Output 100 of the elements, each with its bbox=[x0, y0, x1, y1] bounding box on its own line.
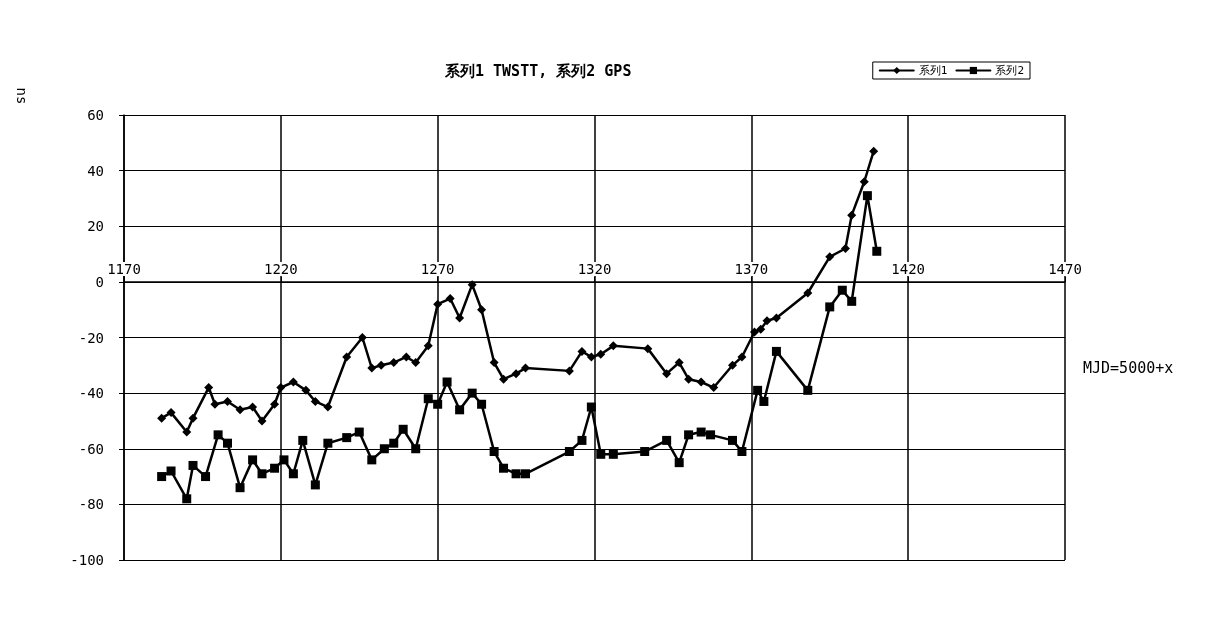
y-tick-label: -40 bbox=[78, 385, 104, 402]
point bbox=[445, 294, 455, 304]
point bbox=[270, 399, 280, 409]
point bbox=[223, 396, 233, 406]
y-tick-label: -60 bbox=[78, 440, 104, 457]
point bbox=[862, 191, 872, 201]
point bbox=[367, 363, 377, 373]
point bbox=[323, 402, 333, 412]
point bbox=[257, 469, 267, 479]
point bbox=[379, 444, 389, 454]
point bbox=[759, 396, 769, 406]
point bbox=[323, 438, 333, 448]
x-tick-label: 1420 bbox=[891, 260, 926, 277]
point bbox=[201, 472, 211, 482]
point bbox=[213, 430, 223, 440]
point bbox=[771, 346, 781, 356]
point bbox=[398, 424, 408, 434]
point bbox=[157, 472, 167, 482]
point bbox=[489, 447, 499, 457]
y-tick-label: 0 bbox=[95, 273, 104, 290]
point bbox=[389, 358, 399, 368]
point bbox=[210, 399, 220, 409]
y-tick-label: -20 bbox=[78, 329, 104, 346]
point bbox=[367, 455, 377, 465]
point bbox=[499, 374, 509, 384]
point bbox=[596, 449, 606, 459]
point bbox=[586, 352, 596, 362]
point bbox=[847, 210, 857, 220]
point bbox=[188, 413, 198, 423]
legend-label: 系列2 bbox=[995, 64, 1024, 77]
point bbox=[762, 316, 772, 326]
y-tick-label: 40 bbox=[87, 162, 104, 179]
legend-label: 系列1 bbox=[918, 64, 948, 77]
point bbox=[204, 383, 214, 393]
point bbox=[756, 324, 766, 334]
point bbox=[753, 385, 763, 395]
point bbox=[837, 285, 847, 295]
point bbox=[511, 369, 521, 379]
point bbox=[157, 413, 167, 423]
point bbox=[737, 447, 747, 457]
point bbox=[577, 435, 587, 445]
point bbox=[166, 466, 176, 476]
point bbox=[847, 296, 857, 306]
chart-title: 系列1 TWSTT, 系列2 GPS bbox=[444, 61, 632, 80]
point bbox=[520, 469, 530, 479]
point bbox=[467, 280, 477, 290]
point bbox=[301, 385, 311, 395]
point bbox=[433, 399, 443, 409]
point bbox=[684, 430, 694, 440]
point bbox=[248, 402, 258, 412]
x-tick-label: 1320 bbox=[577, 260, 612, 277]
y-axis-title: ns bbox=[14, 87, 30, 105]
point bbox=[288, 469, 298, 479]
point bbox=[674, 458, 684, 468]
point bbox=[489, 358, 499, 368]
point bbox=[248, 455, 258, 465]
point bbox=[477, 399, 487, 409]
point bbox=[310, 396, 320, 406]
point bbox=[342, 433, 352, 443]
point bbox=[235, 405, 245, 415]
point bbox=[696, 427, 706, 437]
y-tick-label: 20 bbox=[87, 218, 104, 235]
point bbox=[564, 366, 574, 376]
x-tick-label: 1370 bbox=[734, 260, 769, 277]
point bbox=[803, 385, 813, 395]
point bbox=[662, 369, 672, 379]
point bbox=[643, 344, 653, 354]
point bbox=[511, 469, 521, 479]
point bbox=[577, 346, 587, 356]
point bbox=[608, 341, 618, 351]
y-tick-label: -100 bbox=[70, 552, 104, 568]
point bbox=[276, 383, 286, 393]
point bbox=[182, 427, 192, 437]
point bbox=[477, 305, 487, 315]
y-tick-label: -80 bbox=[78, 496, 104, 513]
point bbox=[455, 313, 465, 323]
point bbox=[662, 435, 672, 445]
point bbox=[709, 383, 719, 393]
x-tick-label: 1270 bbox=[420, 260, 455, 277]
point bbox=[467, 388, 477, 398]
point bbox=[442, 377, 452, 387]
point bbox=[684, 374, 694, 384]
point bbox=[310, 480, 320, 490]
point bbox=[840, 244, 850, 253]
point bbox=[696, 377, 706, 387]
point bbox=[288, 377, 298, 387]
point bbox=[455, 405, 465, 415]
point bbox=[401, 352, 411, 362]
point bbox=[298, 435, 308, 445]
point bbox=[608, 449, 618, 459]
point bbox=[706, 430, 716, 440]
point bbox=[640, 447, 650, 457]
x-tick-label: 1470 bbox=[1048, 260, 1082, 277]
point bbox=[411, 358, 421, 368]
point bbox=[223, 438, 233, 448]
point bbox=[235, 483, 245, 493]
point bbox=[825, 252, 835, 262]
point bbox=[354, 427, 364, 437]
point bbox=[182, 494, 192, 504]
point bbox=[499, 463, 509, 473]
